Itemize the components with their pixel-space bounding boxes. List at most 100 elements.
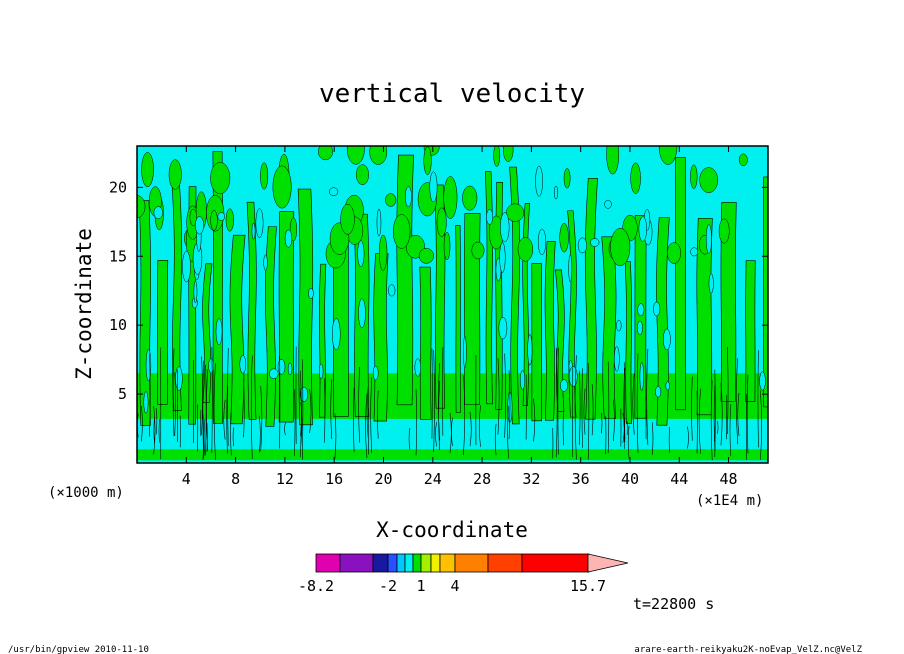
downdraft-cell	[414, 358, 422, 377]
colorbar-extend-arrow	[587, 553, 629, 573]
contour-filament	[408, 427, 411, 450]
downdraft-cell	[655, 386, 662, 398]
contour-filament	[260, 386, 263, 452]
downdraft-cell	[358, 298, 366, 329]
downdraft-cell	[639, 362, 644, 391]
upper-updraft-cell	[369, 146, 388, 165]
axis-ticks	[137, 146, 768, 463]
upper-updraft-cell	[392, 214, 411, 249]
contour-filament	[737, 392, 740, 437]
downdraft-cell	[590, 238, 600, 247]
upper-updraft-cell	[738, 153, 748, 167]
upper-updraft-cell	[418, 248, 434, 264]
downdraft-cell	[255, 208, 264, 238]
upper-updraft-cell	[355, 164, 369, 185]
contour-filament	[415, 389, 417, 456]
updraft-plume	[297, 188, 314, 426]
updraft-plume	[485, 171, 493, 405]
contour-filament	[646, 348, 649, 445]
downdraft-cell	[299, 386, 309, 402]
colorbar-segment	[315, 553, 341, 573]
updraft-plume	[229, 234, 246, 425]
upper-updraft-cell	[436, 207, 447, 237]
upper-updraft-cell	[318, 146, 333, 161]
contour-filament	[627, 425, 630, 459]
downdraft-cell	[251, 222, 256, 240]
contour-filament	[626, 421, 629, 435]
contour-filament	[353, 388, 355, 452]
downdraft-cell	[498, 317, 508, 340]
downdraft-cell	[613, 346, 620, 372]
upper-updraft-cell	[260, 162, 269, 190]
contour-filament	[330, 379, 333, 440]
downdraft-cell	[405, 186, 412, 208]
downdraft-cell	[263, 254, 268, 271]
contour-filament	[449, 412, 452, 453]
updraft-plume	[434, 184, 446, 409]
time-label: t=22800 s	[633, 595, 714, 613]
updraft-plume	[509, 166, 520, 425]
updraft-plume	[156, 259, 169, 405]
upper-updraft-cell	[517, 237, 534, 262]
contour-filament	[508, 370, 511, 440]
colorbar-label: -8.2	[298, 577, 334, 595]
contour-filament	[507, 405, 509, 459]
downdraft-cell	[269, 368, 279, 379]
contour-filament	[497, 358, 500, 435]
downdraft-cell	[665, 381, 670, 391]
colorbar-segment	[339, 553, 374, 573]
updraft-plume	[675, 157, 686, 411]
contour-filament	[153, 406, 156, 455]
upper-updraft-cell	[667, 242, 682, 264]
contour-filament	[227, 348, 229, 446]
downdraft-cell	[637, 303, 645, 317]
upper-updraft-cell	[630, 162, 641, 194]
downdraft-cell	[388, 284, 396, 297]
colorbar-label: 1	[416, 577, 425, 595]
downdraft-cell	[357, 240, 365, 267]
downdraft-cell	[577, 237, 588, 254]
contour-filament	[494, 423, 497, 456]
updraft-plume	[138, 200, 151, 426]
downdraft-cell	[287, 362, 293, 376]
downdraft-cell	[284, 229, 293, 248]
colorbar-labels: -8.2 -2 1 4 15.7	[298, 577, 606, 595]
chart-title: vertical velocity	[319, 79, 585, 109]
plot-frame	[136, 145, 769, 464]
contour-filament	[504, 353, 506, 438]
x-tick-label: 16	[325, 470, 343, 488]
contour-filament	[607, 361, 610, 454]
updraft-plume	[531, 263, 542, 422]
colorbar	[315, 553, 629, 573]
contour-filament	[720, 382, 723, 446]
upper-updraft-cell	[443, 231, 451, 261]
x-tick-label: 12	[276, 470, 294, 488]
contour-filament	[302, 359, 304, 460]
upper-updraft-cell	[225, 208, 234, 232]
contour-filament	[438, 362, 441, 441]
downdraft-cell	[208, 358, 215, 374]
footer-right: arare-earth-reikyaku2K-noEvap_VelZ.nc@Ve…	[634, 645, 862, 654]
updraft-plume	[696, 218, 713, 416]
contour-filament	[226, 386, 228, 454]
downdraft-cell	[153, 206, 163, 220]
upper-updraft-cell	[462, 185, 478, 211]
plot-area	[136, 145, 769, 464]
x-tick-labels: 4 8 12 16 20 24 28 32 36 40 44 48	[182, 470, 738, 488]
x-tick-label: 8	[231, 470, 240, 488]
contour-filament	[153, 417, 155, 444]
x-axis-label: X-coordinate	[376, 518, 528, 542]
contour-filament	[651, 422, 654, 455]
updraft-plume	[720, 202, 737, 402]
upper-updraft-cell	[471, 241, 485, 260]
downdraft-cell	[215, 318, 223, 345]
downdraft-cell	[553, 185, 559, 200]
y-tick-labels: 5 10 15 20	[109, 178, 127, 403]
contour-filament	[230, 412, 232, 456]
updraft-plume	[624, 261, 633, 424]
contour-filament	[757, 350, 759, 448]
upper-updraft-cell	[690, 164, 698, 189]
contour-filament	[258, 415, 261, 453]
contour-filament	[469, 411, 472, 447]
